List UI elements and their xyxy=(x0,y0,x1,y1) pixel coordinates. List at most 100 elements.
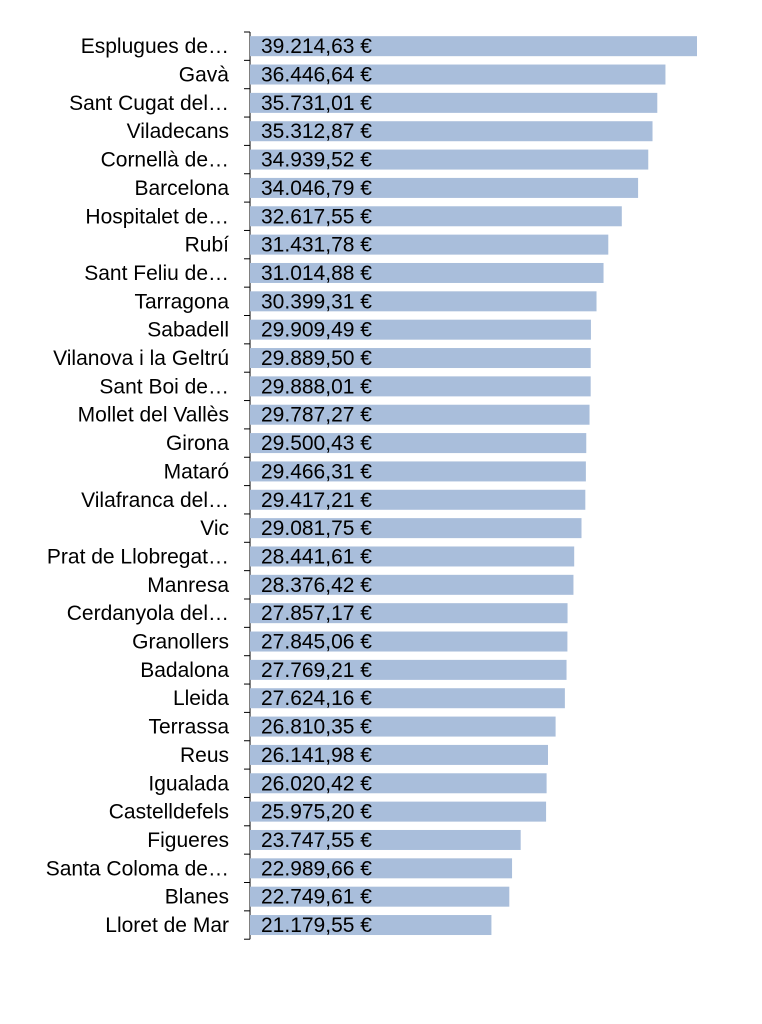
value-label: 29.888,01 € xyxy=(261,375,372,398)
value-label: 26.141,98 € xyxy=(261,744,372,767)
category-labels: Esplugues de… Gavà Sant Cugat del… Viladeca… xyxy=(46,35,230,937)
bar xyxy=(250,149,649,170)
bars xyxy=(250,36,697,936)
bar xyxy=(250,858,513,879)
bar xyxy=(250,404,590,425)
bar xyxy=(250,489,586,510)
value-label: 29.500,43 € xyxy=(261,432,372,455)
bar xyxy=(250,688,565,709)
bar xyxy=(250,461,586,482)
bar xyxy=(250,206,622,227)
category-axis xyxy=(244,31,251,940)
bar xyxy=(250,121,653,142)
value-labels: 39.214,63 € 36.446,64 € 35.731,01 € 35.312,… xyxy=(261,35,372,937)
category-label: Sant Cugat del… xyxy=(69,92,229,115)
value-label: 28.376,42 € xyxy=(261,574,372,597)
value-label: 26.020,42 € xyxy=(261,772,372,795)
category-label: Prat de Llobregat… xyxy=(47,545,229,568)
bar xyxy=(250,886,510,907)
value-label: 39.214,63 € xyxy=(261,35,372,58)
bar xyxy=(250,829,521,850)
category-label: Badalona xyxy=(140,659,229,682)
category-label: Igualada xyxy=(148,772,229,795)
category-label: Granollers xyxy=(132,631,229,654)
bar xyxy=(250,291,597,312)
value-label: 29.909,49 € xyxy=(261,319,372,342)
category-label: Vic xyxy=(200,517,229,540)
bar xyxy=(250,659,567,680)
category-label: Terrassa xyxy=(148,716,229,739)
value-label: 32.617,55 € xyxy=(261,205,372,228)
category-label: Cerdanyola del… xyxy=(67,602,229,625)
category-label: Tarragona xyxy=(134,290,229,313)
bar xyxy=(250,574,574,595)
category-label: Sant Feliu de… xyxy=(84,262,229,285)
bar xyxy=(250,744,548,765)
value-label: 25.975,20 € xyxy=(261,801,372,824)
category-label: Viladecans xyxy=(127,120,229,143)
bar xyxy=(250,433,587,454)
category-label: Mollet del Vallès xyxy=(78,404,229,427)
category-label: Lloret de Mar xyxy=(105,914,229,937)
category-label: Esplugues de… xyxy=(81,35,229,58)
value-label: 29.787,27 € xyxy=(261,404,372,427)
bar xyxy=(250,773,547,794)
bar xyxy=(250,801,547,822)
value-label: 22.989,66 € xyxy=(261,857,372,880)
bar xyxy=(250,177,639,198)
bar xyxy=(250,64,666,85)
bar xyxy=(250,348,591,369)
category-label: Lleida xyxy=(173,687,229,710)
value-label: 34.046,79 € xyxy=(261,177,372,200)
category-label: Santa Coloma de… xyxy=(46,857,229,880)
value-label: 31.431,78 € xyxy=(261,234,372,257)
value-label: 28.441,61 € xyxy=(261,545,372,568)
category-label: Figueres xyxy=(147,829,229,852)
bar xyxy=(250,92,658,113)
bar xyxy=(250,262,604,283)
bar xyxy=(250,546,575,567)
category-label: Blanes xyxy=(165,886,229,909)
value-label: 35.731,01 € xyxy=(261,92,372,115)
value-label: 36.446,64 € xyxy=(261,64,372,87)
category-label: Mataró xyxy=(164,460,229,483)
category-label: Barcelona xyxy=(134,177,229,200)
bar xyxy=(250,915,492,936)
category-label: Castelldefels xyxy=(109,801,229,824)
category-label: Girona xyxy=(166,432,229,455)
category-label: Manresa xyxy=(147,574,229,597)
value-label: 27.769,21 € xyxy=(261,659,372,682)
value-label: 27.624,16 € xyxy=(261,687,372,710)
bar xyxy=(250,36,697,57)
value-label: 29.417,21 € xyxy=(261,489,372,512)
bar xyxy=(250,376,591,397)
bar xyxy=(250,603,568,624)
value-label: 21.179,55 € xyxy=(261,914,372,937)
category-label: Vilafranca del… xyxy=(81,489,229,512)
category-label: Cornellà de… xyxy=(101,149,229,172)
value-label: 27.857,17 € xyxy=(261,602,372,625)
value-label: 26.810,35 € xyxy=(261,716,372,739)
value-label: 35.312,87 € xyxy=(261,120,372,143)
value-label: 34.939,52 € xyxy=(261,149,372,172)
category-label: Gavà xyxy=(179,64,230,87)
bar xyxy=(250,234,609,255)
category-label: Hospitalet de… xyxy=(85,205,229,228)
value-label: 29.889,50 € xyxy=(261,347,372,370)
value-label: 31.014,88 € xyxy=(261,262,372,285)
value-label: 30.399,31 € xyxy=(261,290,372,313)
value-label: 27.845,06 € xyxy=(261,631,372,654)
value-label: 29.081,75 € xyxy=(261,517,372,540)
bar xyxy=(250,518,582,539)
category-label: Sabadell xyxy=(147,319,229,342)
value-label: 23.747,55 € xyxy=(261,829,372,852)
category-label: Rubí xyxy=(185,234,230,257)
value-label: 22.749,61 € xyxy=(261,886,372,909)
category-label: Sant Boi de… xyxy=(99,375,229,398)
bar xyxy=(250,319,591,340)
bar xyxy=(250,716,556,737)
bar xyxy=(250,631,568,652)
value-label: 29.466,31 € xyxy=(261,460,372,483)
category-label: Reus xyxy=(180,744,229,767)
